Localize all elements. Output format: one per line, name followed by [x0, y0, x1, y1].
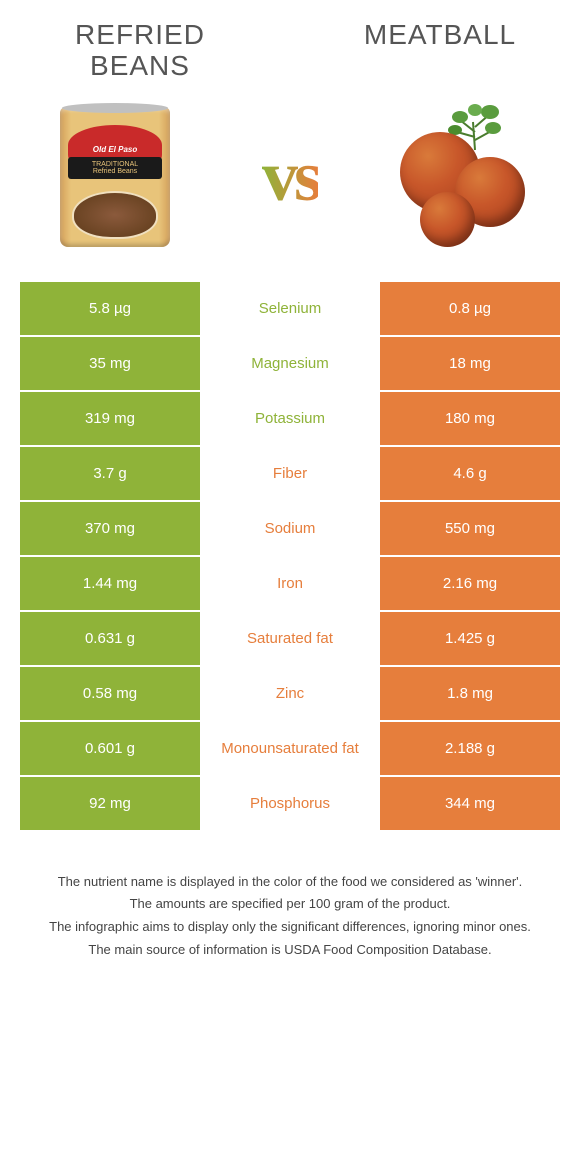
table-row: 0.631 gSaturated fat1.425 g	[20, 612, 560, 667]
footer-line: The main source of information is USDA F…	[30, 940, 550, 961]
comparison-infographic: Refried beans Meatball Old El Paso TRADI…	[0, 0, 580, 983]
table-row: 1.44 mgIron2.16 mg	[20, 557, 560, 612]
table-row: 319 mgPotassium180 mg	[20, 392, 560, 447]
nutrient-label: Saturated fat	[200, 612, 380, 667]
left-value: 35 mg	[20, 337, 200, 392]
footer-notes: The nutrient name is displayed in the co…	[0, 832, 580, 983]
left-value: 0.631 g	[20, 612, 200, 667]
table-row: 5.8 µgSelenium0.8 µg	[20, 282, 560, 337]
table-row: 0.58 mgZinc1.8 mg	[20, 667, 560, 722]
footer-line: The amounts are specified per 100 gram o…	[30, 894, 550, 915]
right-value: 344 mg	[380, 777, 560, 832]
right-food-title: Meatball	[340, 20, 540, 82]
table-row: 92 mgPhosphorus344 mg	[20, 777, 560, 832]
table-row: 0.601 gMonounsaturated fat2.188 g	[20, 722, 560, 777]
right-value: 4.6 g	[380, 447, 560, 502]
nutrient-label: Potassium	[200, 392, 380, 447]
nutrient-label: Fiber	[200, 447, 380, 502]
left-value: 1.44 mg	[20, 557, 200, 612]
nutrient-label: Magnesium	[200, 337, 380, 392]
nutrient-label: Sodium	[200, 502, 380, 557]
footer-line: The infographic aims to display only the…	[30, 917, 550, 938]
meatball-image	[390, 102, 540, 252]
left-food-title: Refried beans	[40, 20, 240, 82]
footer-line: The nutrient name is displayed in the co…	[30, 872, 550, 893]
left-value: 370 mg	[20, 502, 200, 557]
nutrient-label: Monounsaturated fat	[200, 722, 380, 777]
right-value: 1.8 mg	[380, 667, 560, 722]
nutrient-label: Zinc	[200, 667, 380, 722]
right-value: 550 mg	[380, 502, 560, 557]
left-value: 0.601 g	[20, 722, 200, 777]
can-brand: Old El Paso	[93, 145, 137, 154]
nutrient-label: Phosphorus	[200, 777, 380, 832]
right-value: 1.425 g	[380, 612, 560, 667]
left-value: 0.58 mg	[20, 667, 200, 722]
left-value: 5.8 µg	[20, 282, 200, 337]
images-row: Old El Paso TRADITIONAL Refried Beans vs	[0, 92, 580, 282]
right-value: 2.188 g	[380, 722, 560, 777]
header-row: Refried beans Meatball	[0, 0, 580, 92]
can-illustration: Old El Paso TRADITIONAL Refried Beans	[60, 107, 170, 247]
right-value: 2.16 mg	[380, 557, 560, 612]
right-value: 180 mg	[380, 392, 560, 447]
vs-label: vs	[262, 135, 318, 218]
right-value: 0.8 µg	[380, 282, 560, 337]
left-value: 319 mg	[20, 392, 200, 447]
can-sublabel: TRADITIONAL Refried Beans	[68, 157, 162, 179]
right-value: 18 mg	[380, 337, 560, 392]
nutrient-label: Selenium	[200, 282, 380, 337]
refried-beans-image: Old El Paso TRADITIONAL Refried Beans	[40, 102, 190, 252]
left-value: 92 mg	[20, 777, 200, 832]
table-row: 35 mgMagnesium18 mg	[20, 337, 560, 392]
comparison-table: 5.8 µgSelenium0.8 µg35 mgMagnesium18 mg3…	[20, 282, 560, 832]
table-row: 370 mgSodium550 mg	[20, 502, 560, 557]
nutrient-label: Iron	[200, 557, 380, 612]
left-value: 3.7 g	[20, 447, 200, 502]
table-row: 3.7 gFiber4.6 g	[20, 447, 560, 502]
